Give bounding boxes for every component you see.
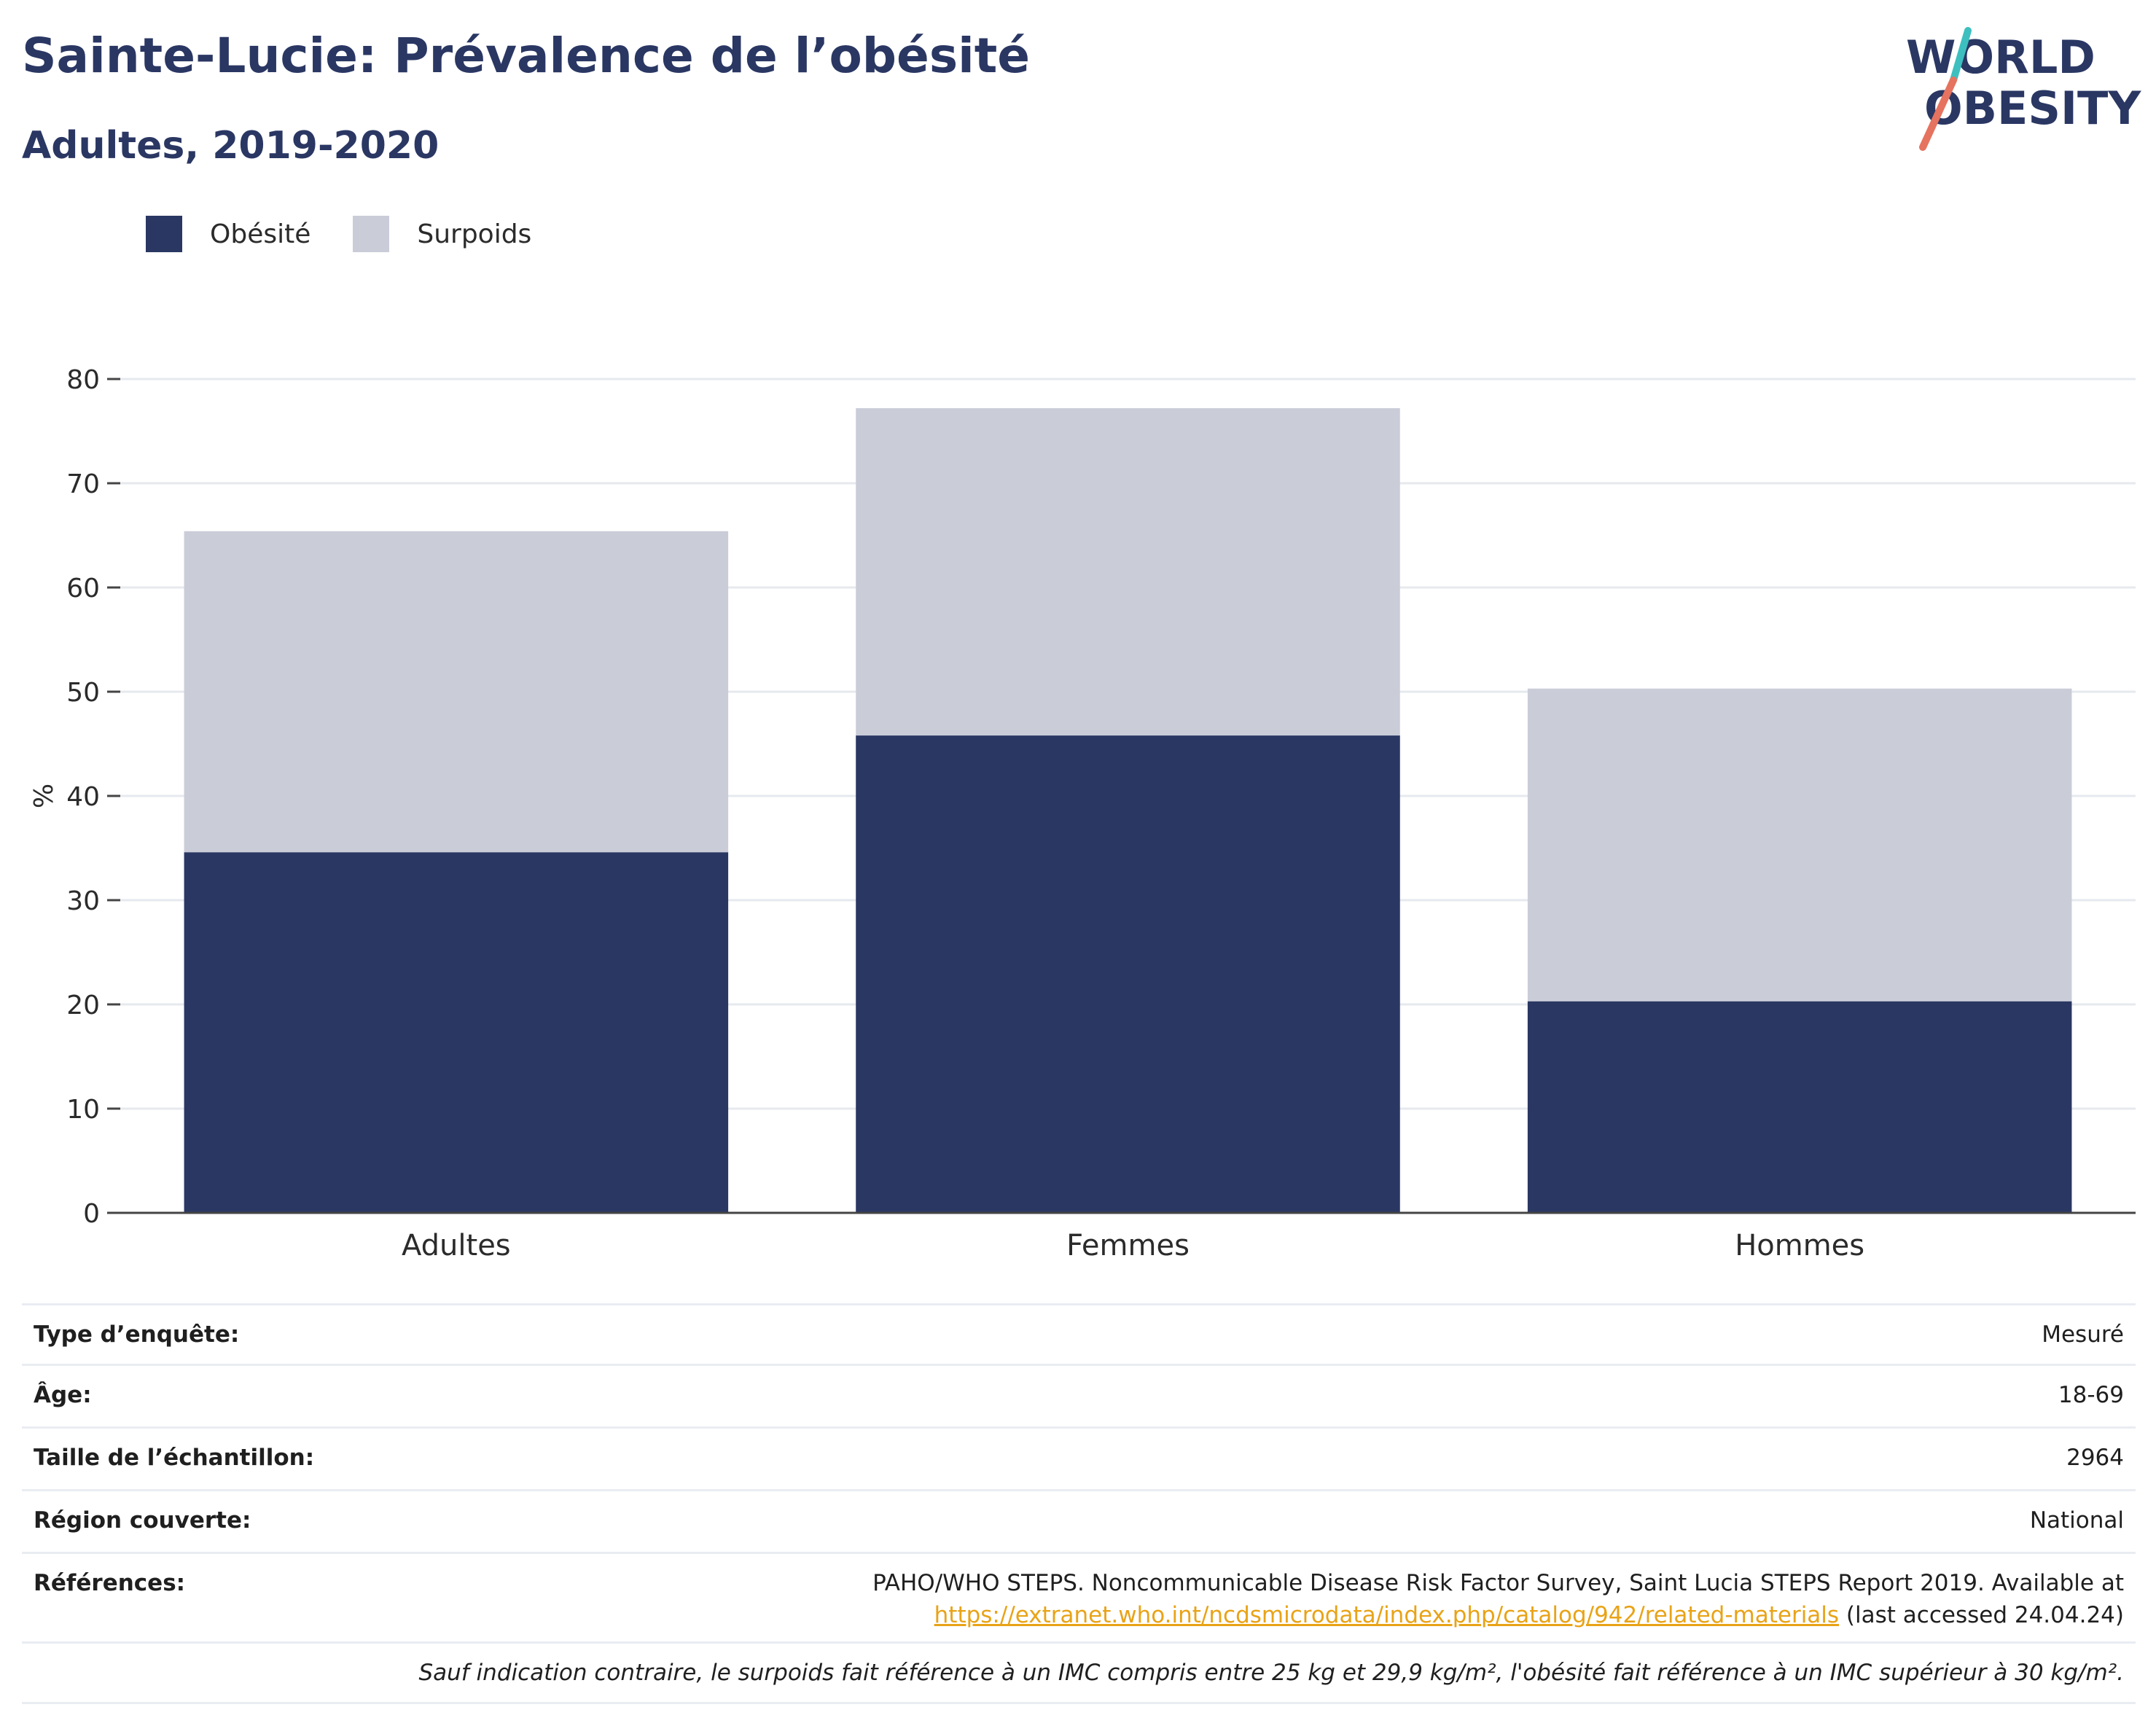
- info-row-sample-size: Taille de l’échantillon: 2964: [22, 1426, 2136, 1489]
- y-tick-label-20: 20: [66, 991, 100, 1020]
- legend-swatch-overweight: [353, 216, 390, 252]
- info-row-survey-type: Type d’enquête: Mesuré: [22, 1303, 2136, 1364]
- legend-label-overweight: Surpoids: [417, 219, 532, 249]
- y-tick-label-0: 0: [83, 1199, 100, 1229]
- info-row-region: Région couverte: National: [22, 1489, 2136, 1552]
- y-tick-label-60: 60: [66, 574, 100, 604]
- chart-subtitle: Adultes, 2019-2020: [22, 124, 440, 168]
- survey-type-label: Type d’enquête:: [34, 1321, 240, 1348]
- chart-title: Sainte-Lucie: Prévalence de l’obésité: [22, 28, 1031, 84]
- world-obesity-logo: WORLD OBESITY: [1906, 27, 2141, 151]
- bar-adultes-overweight: [184, 531, 729, 853]
- chart-legend: Obésité Surpoids: [146, 216, 574, 252]
- info-table: Type d’enquête: Mesuré Âge: 18-69 Taille…: [22, 1303, 2136, 1704]
- bar-femmes-overweight: [856, 408, 1400, 736]
- definition-note: Sauf indication contraire, le surpoids f…: [22, 1641, 2136, 1704]
- survey-type-value: Mesuré: [2042, 1321, 2124, 1348]
- y-tick-label-80: 80: [66, 365, 100, 395]
- logo-line1: WORLD: [1906, 31, 2096, 84]
- sample-size-value: 2964: [2066, 1445, 2124, 1471]
- legend-swatch-obesity: [146, 216, 182, 252]
- references-link[interactable]: https://extranet.who.int/ncdsmicrodata/i…: [934, 1602, 1840, 1628]
- references-label: Références:: [34, 1570, 186, 1596]
- legend-item-obesity[interactable]: Obésité: [146, 216, 310, 252]
- references-suffix: (last accessed 24.04.24): [1839, 1602, 2124, 1628]
- references-text: PAHO/WHO STEPS. Noncommunicable Disease …: [872, 1570, 2124, 1596]
- x-tick-label-adultes: Adultes: [402, 1229, 511, 1262]
- y-tick-label-30: 30: [66, 886, 100, 916]
- bar-femmes-obesity: [856, 735, 1400, 1213]
- region-value: National: [2029, 1507, 2124, 1534]
- y-tick-label-70: 70: [66, 469, 100, 499]
- x-tick-label-hommes: Hommes: [1735, 1229, 1864, 1262]
- y-tick-label-10: 10: [66, 1095, 100, 1125]
- age-value: 18-69: [2058, 1382, 2124, 1408]
- age-label: Âge:: [34, 1382, 92, 1408]
- y-axis-label: %: [29, 784, 59, 808]
- x-tick-label-femmes: Femmes: [1066, 1229, 1190, 1262]
- y-tick-label-40: 40: [66, 782, 100, 812]
- legend-label-obesity: Obésité: [210, 219, 311, 249]
- region-label: Région couverte:: [34, 1507, 251, 1534]
- y-tick-label-50: 50: [66, 678, 100, 708]
- bar-hommes-obesity: [1527, 1001, 2072, 1213]
- sample-size-label: Taille de l’échantillon:: [34, 1445, 315, 1471]
- references-value: PAHO/WHO STEPS. Noncommunicable Disease …: [872, 1567, 2124, 1641]
- legend-item-overweight[interactable]: Surpoids: [353, 216, 531, 252]
- bar-chart: 0 10 20 30 40 50 60 70 80% Adultes Femmes Hommes: [29, 365, 2136, 1262]
- info-row-references: Références: PAHO/WHO STEPS. Noncommunica…: [22, 1552, 2136, 1641]
- info-row-age: Âge: 18-69: [22, 1364, 2136, 1426]
- bar-adultes-obesity: [184, 852, 729, 1213]
- bar-hommes-overweight: [1527, 688, 2072, 1001]
- logo-line2: OBESITY: [1924, 82, 2141, 135]
